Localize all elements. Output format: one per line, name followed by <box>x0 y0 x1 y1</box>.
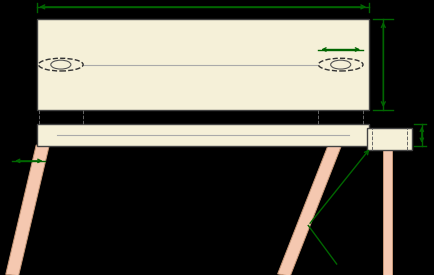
Polygon shape <box>6 145 49 275</box>
Ellipse shape <box>39 58 83 71</box>
Polygon shape <box>278 145 341 275</box>
Ellipse shape <box>51 60 71 69</box>
Ellipse shape <box>331 60 351 69</box>
Bar <box>383 150 392 275</box>
Bar <box>36 19 369 110</box>
Bar <box>367 128 412 150</box>
Bar <box>36 124 369 146</box>
Ellipse shape <box>319 58 363 71</box>
